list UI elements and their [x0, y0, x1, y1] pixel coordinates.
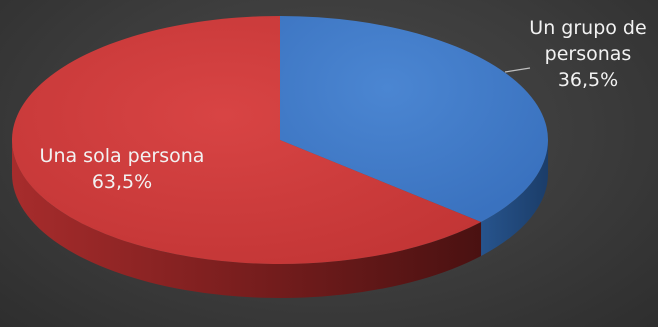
pie-slice-side-1	[481, 140, 548, 256]
data-label-value-1: 36,5%	[558, 69, 618, 91]
data-label-value-2: 63,5%	[92, 171, 152, 193]
data-label-name-2: Una sola persona	[40, 145, 205, 167]
pie-slice-1	[280, 16, 548, 222]
pie-slice-2	[11, 15, 482, 264]
pie-slices-top	[11, 15, 548, 264]
data-label-name-1: personas	[545, 43, 632, 65]
leader-line-1	[504, 67, 531, 73]
data-label-name-1: Un grupo de	[529, 17, 646, 39]
pie-slice-side-2	[12, 140, 482, 298]
pie-slices-side	[12, 140, 548, 298]
data-labels: Un grupo de personas 36,5% Una sola persona…	[40, 17, 647, 193]
leader-lines	[504, 67, 531, 73]
